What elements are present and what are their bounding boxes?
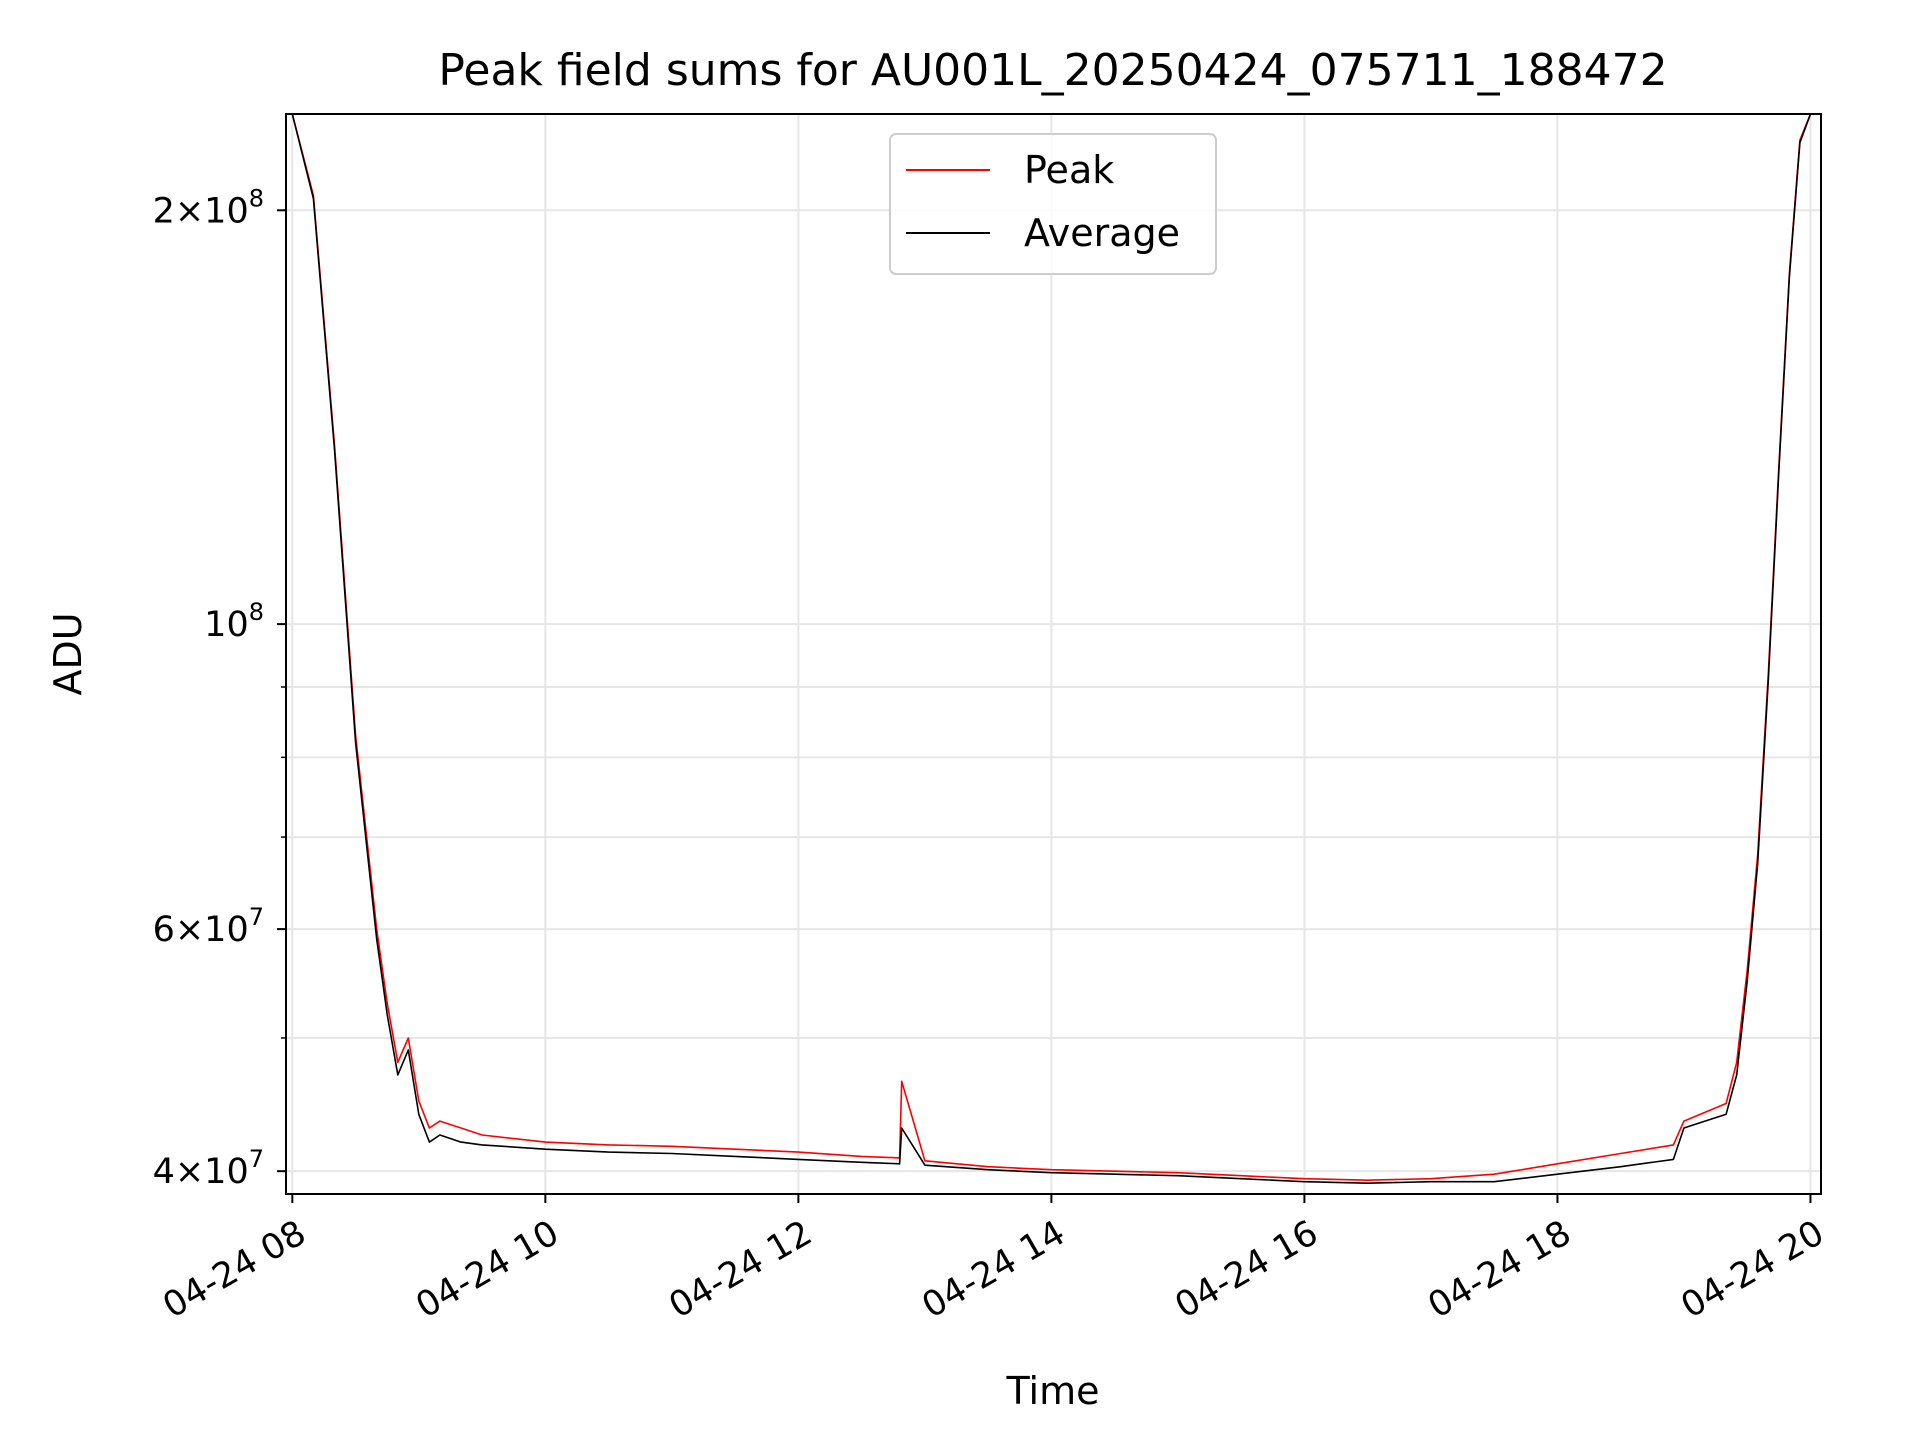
x-tick-label: 04-24 12 bbox=[663, 1213, 819, 1326]
y-tick-label: 108 bbox=[204, 598, 264, 645]
legend-label-peak: Peak bbox=[1024, 148, 1114, 192]
y-axis-label: ADU bbox=[46, 612, 90, 695]
x-axis-label: Time bbox=[1006, 1369, 1100, 1413]
x-axis: 04-24 08 04-24 10 04-24 12 04-24 14 04-24 16… bbox=[157, 1194, 1831, 1326]
series-line-average bbox=[291, 114, 1812, 1184]
y-tick-label: 6×107 bbox=[153, 903, 264, 950]
grid bbox=[286, 114, 1821, 1194]
x-tick-label: 04-24 14 bbox=[916, 1213, 1072, 1326]
plot-frame bbox=[285, 113, 1822, 1195]
y-tick-label: 2×108 bbox=[153, 184, 264, 231]
y-tick-label: 4×107 bbox=[153, 1145, 264, 1192]
legend: Peak Average bbox=[889, 133, 1217, 275]
x-tick-label: 04-24 08 bbox=[157, 1213, 313, 1326]
x-tick-label: 04-24 16 bbox=[1169, 1213, 1325, 1326]
x-tick-label: 04-24 20 bbox=[1675, 1213, 1831, 1326]
y-axis: 4×107 6×107 108 2×108 bbox=[153, 184, 286, 1192]
chart-title: Peak field sums for AU001L_20250424_0757… bbox=[438, 45, 1667, 96]
x-tick-label: 04-24 18 bbox=[1422, 1213, 1578, 1326]
plot-area bbox=[291, 114, 1812, 1184]
legend-label-average: Average bbox=[1024, 211, 1180, 255]
series-line-peak bbox=[291, 114, 1812, 1181]
x-tick-label: 04-24 10 bbox=[410, 1213, 566, 1326]
